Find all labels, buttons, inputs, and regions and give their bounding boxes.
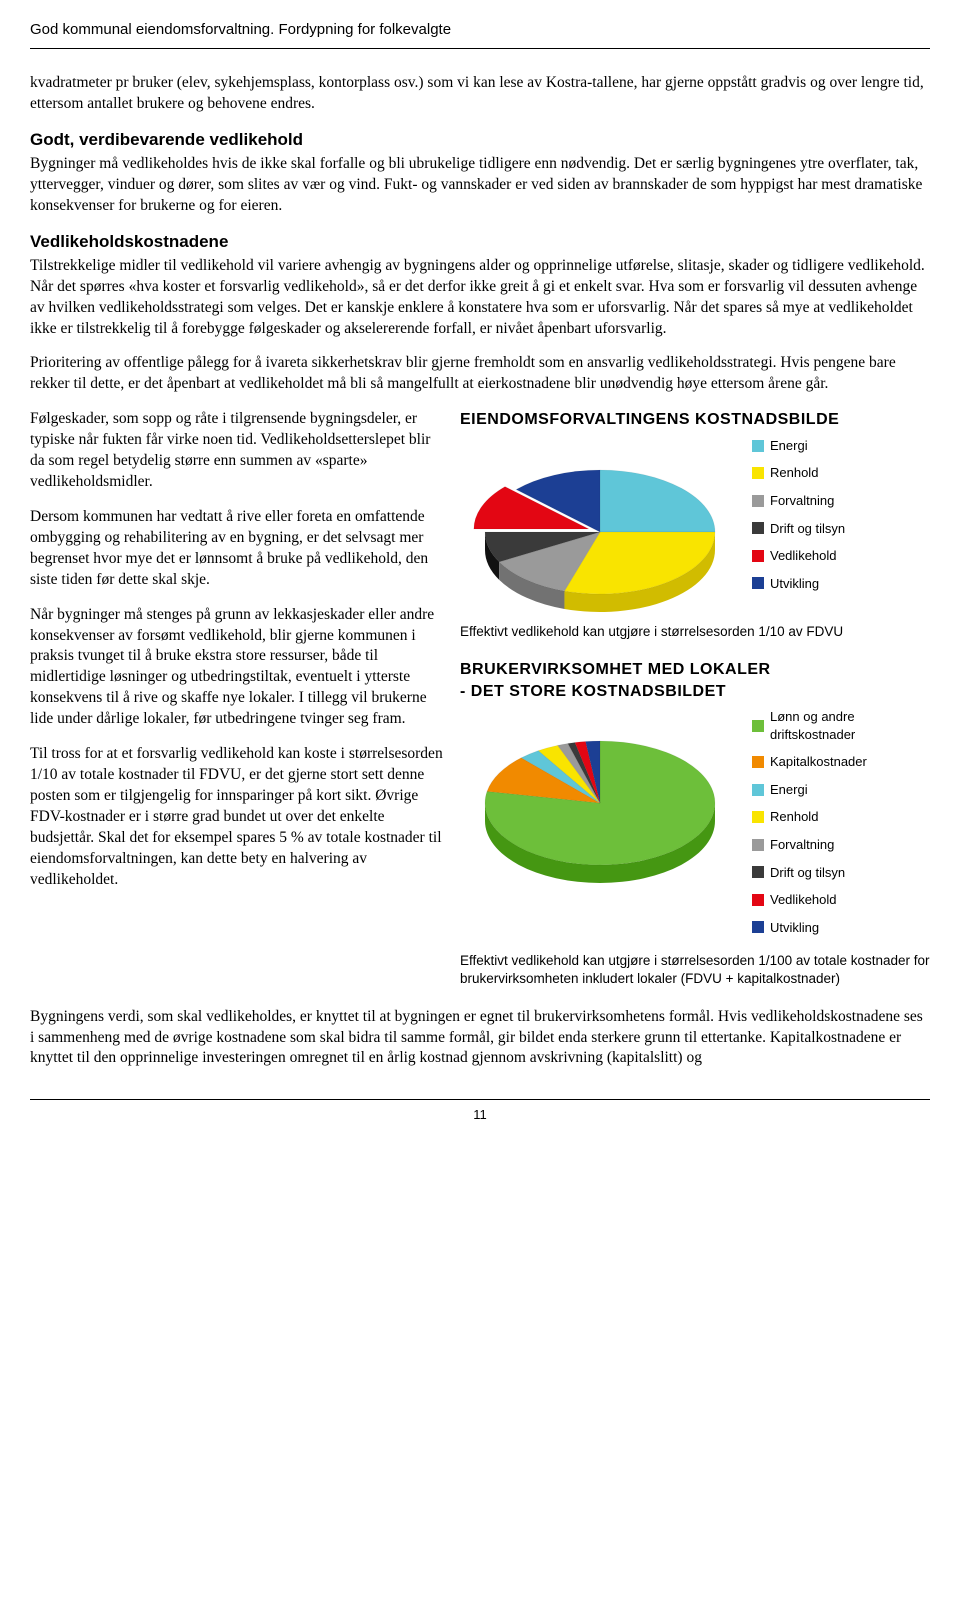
chart-2-legend: Lønn og andre driftskostnader Kapitalkost… xyxy=(752,708,930,946)
legend-item: Energi xyxy=(752,437,845,455)
legend-swatch xyxy=(752,866,764,878)
paragraph-4: Prioritering av offentlige pålegg for å … xyxy=(30,353,930,395)
legend-label: Forvaltning xyxy=(770,492,834,510)
legend-item: Lønn og andre driftskostnader xyxy=(752,708,930,743)
legend-label: Drift og tilsyn xyxy=(770,520,845,538)
legend-swatch xyxy=(752,921,764,933)
chart-1-title: EIENDOMSFORVALTINGENS KOSTNADSBILDE xyxy=(460,409,930,431)
page-header: God kommunal eiendomsforvaltning. Fordyp… xyxy=(30,20,930,49)
legend-label: Lønn og andre driftskostnader xyxy=(770,708,930,743)
paragraph-7: Når bygninger må stenges på grunn av lek… xyxy=(30,605,444,731)
legend-label: Utvikling xyxy=(770,575,819,593)
legend-item: Vedlikehold xyxy=(752,891,930,909)
pie-svg-2 xyxy=(460,708,740,888)
legend-item: Renhold xyxy=(752,808,930,826)
chart-1-pie xyxy=(460,437,740,617)
paragraph-2: Bygninger må vedlikeholdes hvis de ikke … xyxy=(30,154,930,217)
chart-2: BRUKERVIRKSOMHET MED LOKALER - DET STORE… xyxy=(460,659,930,989)
legend-swatch xyxy=(752,495,764,507)
paragraph-3: Tilstrekkelige midler til vedlikehold vi… xyxy=(30,256,930,340)
legend-swatch xyxy=(752,720,764,732)
legend-item: Vedlikehold xyxy=(752,547,845,565)
legend-label: Renhold xyxy=(770,808,818,826)
legend-item: Utvikling xyxy=(752,919,930,937)
chart-2-pie xyxy=(460,708,740,888)
legend-item: Renhold xyxy=(752,464,845,482)
legend-swatch xyxy=(752,756,764,768)
chart-1-legend: Energi Renhold Forvaltning Drift og tilsyn V… xyxy=(752,437,845,602)
paragraph-intro: kvadratmeter pr bruker (elev, sykehjemsp… xyxy=(30,73,930,115)
legend-item: Utvikling xyxy=(752,575,845,593)
legend-label: Vedlikehold xyxy=(770,891,837,909)
legend-label: Utvikling xyxy=(770,919,819,937)
legend-swatch xyxy=(752,784,764,796)
legend-item: Drift og tilsyn xyxy=(752,864,930,882)
paragraph-9: Bygningens verdi, som skal vedlikeholdes… xyxy=(30,1007,930,1070)
legend-label: Renhold xyxy=(770,464,818,482)
two-column-section: Følgeskader, som sopp og råte i tilgrens… xyxy=(30,409,930,1006)
legend-swatch xyxy=(752,440,764,452)
legend-label: Vedlikehold xyxy=(770,547,837,565)
pie-slice-top xyxy=(600,470,715,532)
legend-label: Drift og tilsyn xyxy=(770,864,845,882)
header-title: God kommunal eiendomsforvaltning. Fordyp… xyxy=(30,21,451,38)
left-column: Følgeskader, som sopp og råte i tilgrens… xyxy=(30,409,444,1006)
chart-1-caption: Effektivt vedlikehold kan utgjøre i stør… xyxy=(460,623,930,641)
chart-2-title-line1: BRUKERVIRKSOMHET MED LOKALER xyxy=(460,659,930,681)
legend-swatch xyxy=(752,577,764,589)
legend-item: Drift og tilsyn xyxy=(752,520,845,538)
paragraph-6: Dersom kommunen har vedtatt å rive eller… xyxy=(30,507,444,591)
pie-svg-1 xyxy=(460,437,740,617)
chart-2-caption: Effektivt vedlikehold kan utgjøre i stør… xyxy=(460,952,930,988)
legend-swatch xyxy=(752,839,764,851)
chart-2-title-line2: - DET STORE KOSTNADSBILDET xyxy=(460,681,930,703)
legend-swatch xyxy=(752,550,764,562)
legend-swatch xyxy=(752,522,764,534)
legend-item: Kapitalkostnader xyxy=(752,753,930,771)
legend-item: Forvaltning xyxy=(752,836,930,854)
paragraph-5: Følgeskader, som sopp og råte i tilgrens… xyxy=(30,409,444,493)
legend-label: Energi xyxy=(770,437,808,455)
heading-kostnadene: Vedlikeholdskostnadene xyxy=(30,231,930,254)
chart-1: EIENDOMSFORVALTINGENS KOSTNADSBILDE Ener… xyxy=(460,409,930,641)
legend-label: Forvaltning xyxy=(770,836,834,854)
legend-swatch xyxy=(752,894,764,906)
legend-label: Kapitalkostnader xyxy=(770,753,867,771)
legend-item: Forvaltning xyxy=(752,492,845,510)
heading-vedlikehold: Godt, verdibevarende vedlikehold xyxy=(30,129,930,152)
legend-label: Energi xyxy=(770,781,808,799)
right-column-charts: EIENDOMSFORVALTINGENS KOSTNADSBILDE Ener… xyxy=(460,409,930,1006)
legend-item: Energi xyxy=(752,781,930,799)
page-number: 11 xyxy=(30,1099,930,1124)
legend-swatch xyxy=(752,467,764,479)
legend-swatch xyxy=(752,811,764,823)
paragraph-8: Til tross for at et forsvarlig vedlikeho… xyxy=(30,744,444,890)
